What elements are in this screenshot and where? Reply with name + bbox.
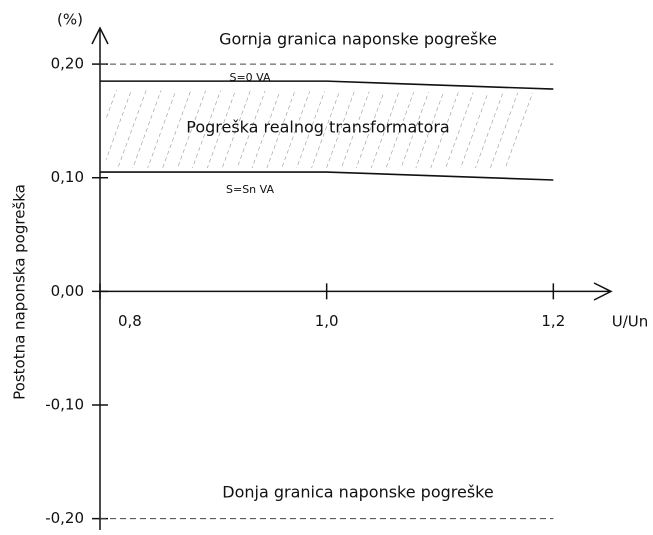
limit-label: Donja granica naponske pogreške: [222, 483, 493, 502]
y-tick-label: -0,10: [45, 396, 84, 414]
series-line: [100, 171, 554, 181]
limit-label: Gornja granica naponske pogreške: [219, 30, 497, 49]
unit-label: (%): [57, 11, 83, 29]
annotation: Pogreška realnog transformatora: [186, 118, 449, 137]
x-axis-label: U/Un: [612, 313, 649, 331]
x-tick-label: 0,8: [118, 312, 142, 330]
x-tick-label: 1,2: [541, 312, 565, 330]
y-axis-label: Postotna naponska pogreška: [11, 184, 29, 400]
series-label: S=Sn VA: [226, 183, 274, 196]
y-tick-label: 0,20: [51, 55, 84, 73]
x-tick-label: 1,0: [315, 312, 339, 330]
y-tick-label: 0,00: [51, 282, 84, 300]
y-axis-arrow: [91, 26, 109, 45]
x-axis-arrow: [593, 282, 613, 301]
y-tick-label: -0,20: [45, 509, 84, 527]
hatched-band: [106, 90, 535, 168]
y-tick-label: 0,10: [51, 168, 84, 186]
series-line: [100, 80, 554, 90]
series-label: S=0 VA: [229, 71, 271, 84]
